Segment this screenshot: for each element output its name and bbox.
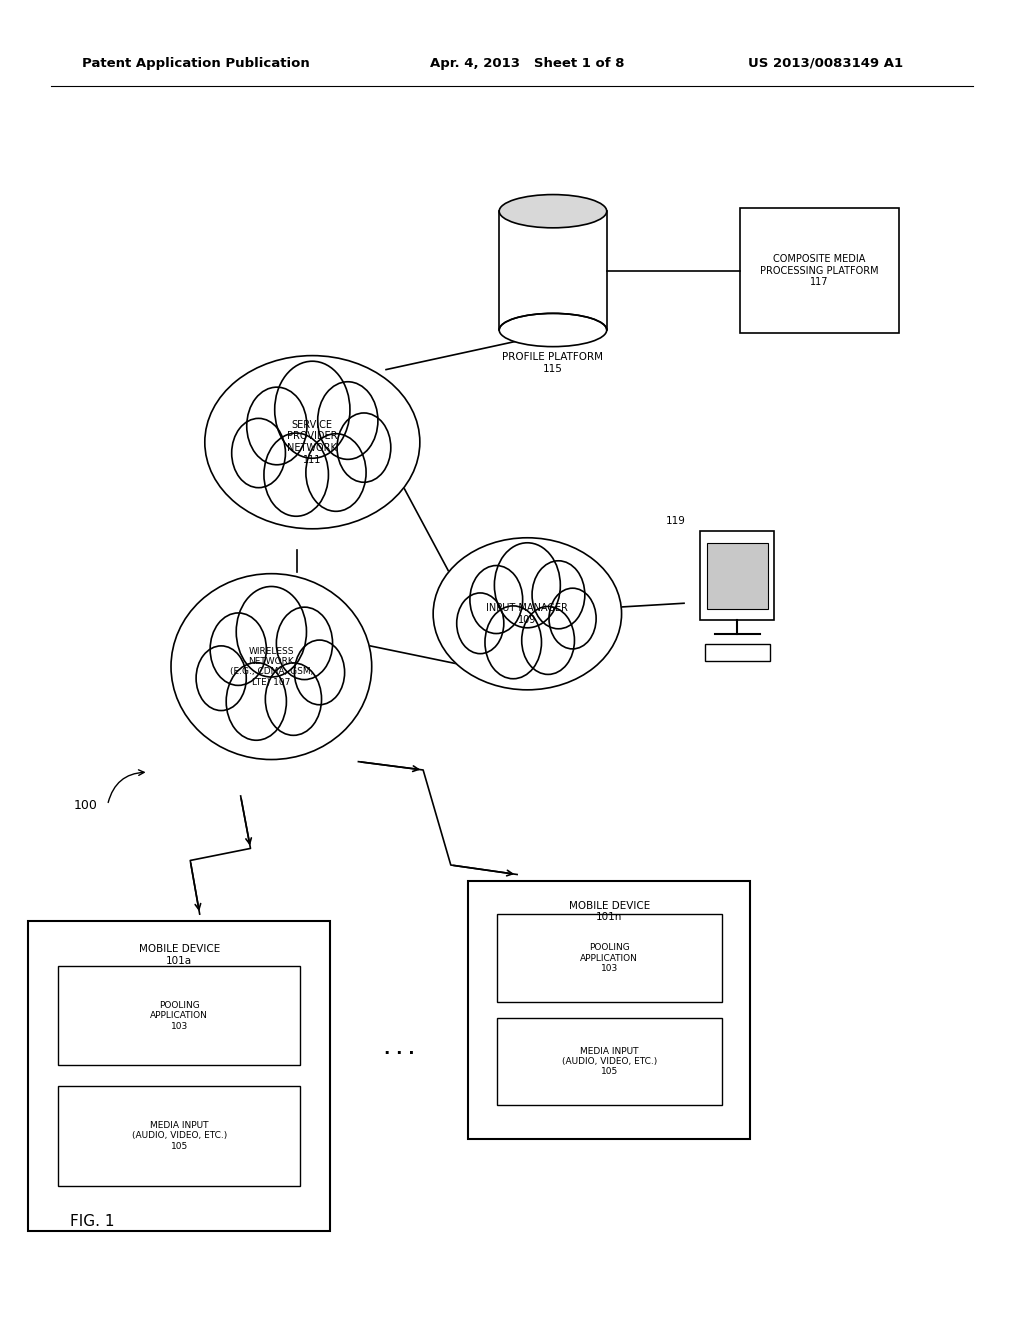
Text: POOLING
APPLICATION
103: POOLING APPLICATION 103	[581, 944, 638, 973]
Text: MOBILE DEVICE
101n: MOBILE DEVICE 101n	[568, 900, 650, 923]
FancyBboxPatch shape	[497, 915, 722, 1002]
Text: 100: 100	[74, 799, 97, 812]
Circle shape	[265, 663, 322, 735]
Circle shape	[470, 565, 522, 634]
Text: PROFILE PLATFORM
115: PROFILE PLATFORM 115	[503, 352, 603, 374]
Circle shape	[274, 362, 350, 458]
Text: MEDIA INPUT
(AUDIO, VIDEO, ETC.)
105: MEDIA INPUT (AUDIO, VIDEO, ETC.) 105	[561, 1047, 657, 1076]
FancyBboxPatch shape	[500, 211, 606, 330]
Text: US 2013/0083149 A1: US 2013/0083149 A1	[748, 57, 902, 70]
Circle shape	[264, 433, 329, 516]
Ellipse shape	[500, 313, 606, 347]
FancyBboxPatch shape	[497, 1018, 722, 1105]
Circle shape	[237, 586, 306, 677]
Circle shape	[276, 607, 333, 680]
FancyBboxPatch shape	[707, 543, 768, 609]
Text: FIG. 1: FIG. 1	[70, 1213, 115, 1229]
Text: INPUT MANAGER
109: INPUT MANAGER 109	[486, 603, 568, 624]
Circle shape	[197, 645, 247, 710]
Ellipse shape	[205, 355, 420, 529]
Circle shape	[532, 561, 585, 628]
FancyBboxPatch shape	[700, 531, 774, 620]
FancyBboxPatch shape	[58, 1086, 300, 1185]
Ellipse shape	[171, 574, 372, 759]
Circle shape	[247, 387, 307, 465]
Ellipse shape	[433, 537, 622, 690]
Circle shape	[226, 663, 287, 741]
Circle shape	[317, 381, 378, 459]
Text: 119: 119	[666, 516, 686, 527]
FancyBboxPatch shape	[58, 966, 300, 1065]
FancyBboxPatch shape	[705, 644, 770, 661]
FancyBboxPatch shape	[28, 921, 330, 1230]
Circle shape	[457, 593, 504, 653]
Text: WIRELESS
NETWORK
(E.G., CDMA, GSM,
LTE) 107: WIRELESS NETWORK (E.G., CDMA, GSM, LTE) …	[229, 647, 313, 686]
Circle shape	[485, 606, 542, 678]
FancyBboxPatch shape	[468, 882, 750, 1138]
Circle shape	[231, 418, 286, 487]
Text: . . .: . . .	[384, 1040, 415, 1059]
Circle shape	[337, 413, 391, 482]
Text: COMPOSITE MEDIA
PROCESSING PLATFORM
117: COMPOSITE MEDIA PROCESSING PLATFORM 117	[760, 253, 879, 288]
Circle shape	[210, 612, 266, 685]
Ellipse shape	[500, 194, 606, 228]
Circle shape	[306, 434, 367, 511]
Text: MEDIA INPUT
(AUDIO, VIDEO, ETC.)
105: MEDIA INPUT (AUDIO, VIDEO, ETC.) 105	[131, 1121, 227, 1151]
Circle shape	[295, 640, 345, 705]
Text: Patent Application Publication: Patent Application Publication	[82, 57, 309, 70]
Text: POOLING
APPLICATION
103: POOLING APPLICATION 103	[151, 1001, 208, 1031]
Circle shape	[495, 543, 560, 628]
Circle shape	[521, 606, 574, 675]
Text: MOBILE DEVICE
101a: MOBILE DEVICE 101a	[138, 945, 220, 966]
Text: SERVICE
PROVIDER
NETWORK
111: SERVICE PROVIDER NETWORK 111	[287, 420, 338, 465]
Circle shape	[549, 589, 596, 649]
Text: Apr. 4, 2013   Sheet 1 of 8: Apr. 4, 2013 Sheet 1 of 8	[430, 57, 625, 70]
FancyBboxPatch shape	[739, 207, 899, 333]
